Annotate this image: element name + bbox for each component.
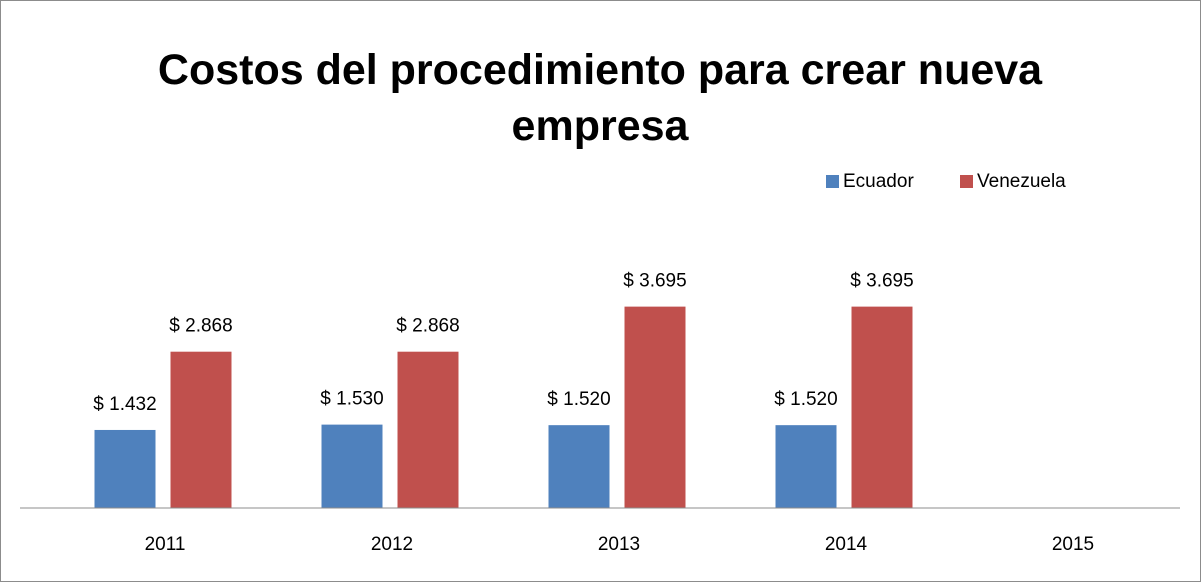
legend-swatch [960, 175, 973, 188]
data-label: $ 1.530 [320, 389, 383, 410]
legend-label: Venezuela [977, 171, 1066, 192]
data-label: $ 2.868 [169, 316, 232, 337]
x-tick-label: 2013 [598, 534, 640, 555]
data-label: $ 1.432 [93, 394, 156, 415]
data-label: $ 1.520 [547, 389, 610, 410]
x-tick-label: 2011 [145, 534, 186, 555]
bar [321, 424, 383, 508]
data-label: $ 3.695 [623, 271, 686, 292]
bar [775, 425, 837, 508]
x-tick-label: 2012 [371, 534, 413, 555]
bar [851, 306, 913, 508]
chart-title: Costos del procedimiento para crear nuev… [157, 46, 1043, 150]
bar [624, 306, 686, 508]
bar [548, 425, 610, 508]
x-tick-label: 2015 [1052, 534, 1094, 555]
data-label: $ 3.695 [850, 271, 913, 292]
bar [397, 351, 459, 508]
legend-label: Ecuador [843, 171, 914, 192]
data-label: $ 1.520 [774, 389, 837, 410]
legend-swatch [826, 175, 839, 188]
data-label: $ 2.868 [396, 316, 459, 337]
bar [170, 351, 232, 508]
x-tick-label: 2014 [825, 534, 868, 555]
bar [94, 429, 156, 508]
